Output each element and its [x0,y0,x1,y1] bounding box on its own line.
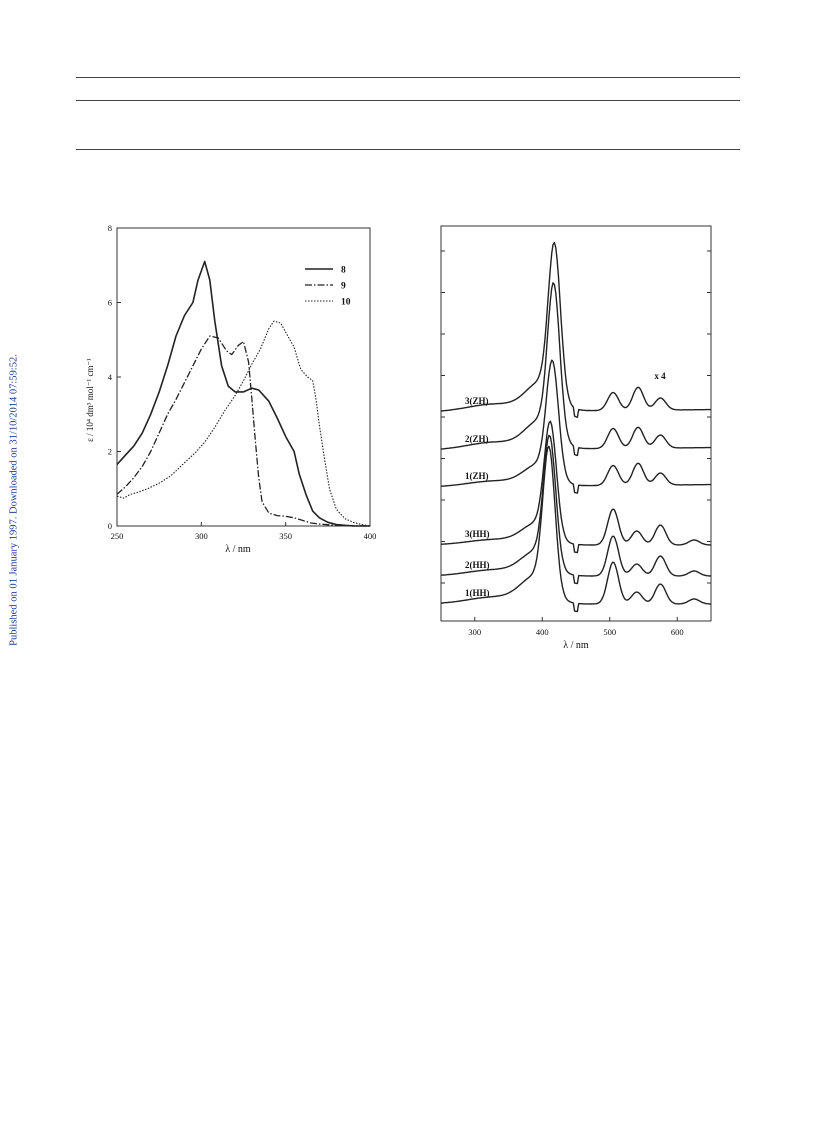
emission-series-label: 2(HH) [465,560,490,570]
absorption-x-tick-label: 250 [111,531,124,541]
emission-series-label: 2(ZH) [465,434,489,444]
emission-series-label: 3(HH) [465,529,490,539]
emission-series-3HH [440,420,712,554]
legend-label-10: 10 [341,298,351,308]
scale-annotation: x 4 [654,371,666,381]
emission-series-1HH [440,445,712,613]
absorption-x-axis-title: λ / nm [225,544,251,555]
emission-x-tick-label: 600 [671,627,684,637]
absorption-y-tick-label: 8 [108,223,112,233]
absorption-y-tick-label: 4 [108,372,113,382]
emission-series-3ZH [440,241,711,418]
legend-label-8: 8 [341,266,346,276]
absorption-x-tick-label: 400 [364,531,377,541]
emission-series-1ZH [441,359,711,494]
emission-plot-frame [440,225,712,622]
absorption-plot-frame [116,227,371,527]
absorption-chart: 250 300 350 400 0 2 4 6 8 8 9 10 λ / nm ε / 10⁴ dm… [85,223,376,555]
absorption-x-tick-label: 350 [279,531,292,541]
absorption-legend: 8 9 10 [305,266,351,308]
emission-x-tick-label: 300 [468,627,481,637]
absorption-series-10 [116,320,371,527]
absorption-x-tick-label: 300 [195,531,208,541]
absorption-series-9 [116,335,371,527]
header-rule-bottom [76,149,740,150]
header-rule-top [76,77,740,78]
absorption-series-8 [116,260,370,527]
emission-series-label: 1(ZH) [465,471,489,481]
emission-series-2HH [440,434,712,585]
emission-x-axis-title: λ / nm [563,640,589,651]
absorption-y-tick-label: 6 [108,298,112,308]
legend-label-9: 9 [341,282,346,292]
emission-series-label: 3(ZH) [465,396,489,406]
header-rule-middle [76,100,740,101]
emission-series-2ZH [440,282,711,457]
emission-x-tick-label: 400 [536,627,549,637]
emission-series-label: 1(HH) [465,588,490,598]
absorption-y-axis-title: ε / 10⁴ dm³ mol⁻¹ cm⁻¹ [85,358,95,442]
absorption-y-tick-label: 2 [108,447,112,457]
absorption-y-tick-label: 0 [108,521,112,531]
emission-chart: 300 400 500 600 1(HH) 2(HH) 3(HH) 1(ZH) 2(ZH) 3(… [440,225,712,651]
emission-x-tick-label: 500 [603,627,616,637]
